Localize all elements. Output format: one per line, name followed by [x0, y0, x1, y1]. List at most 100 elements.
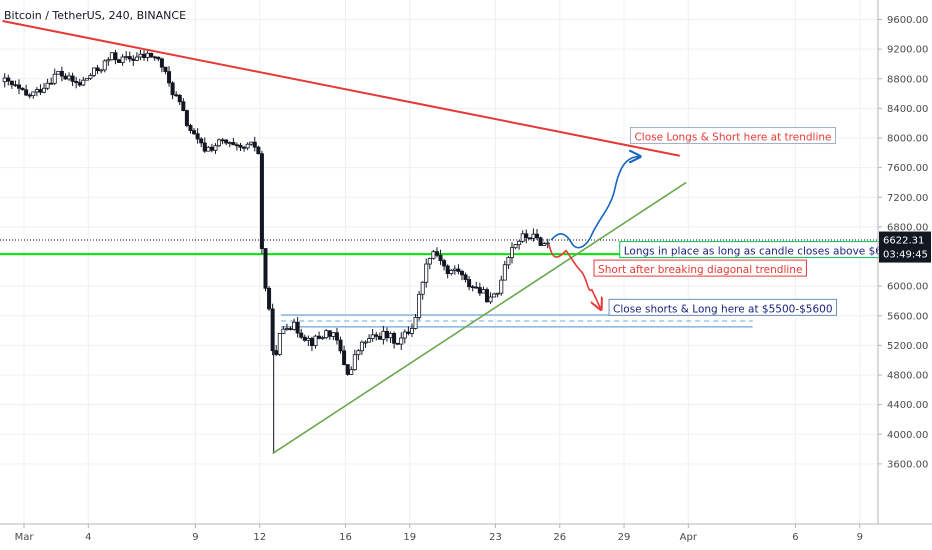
- price-tick-label: 9600.00: [887, 15, 928, 26]
- annotation-close-shorts-box: [608, 298, 838, 316]
- trendlines[interactable]: [2, 20, 687, 455]
- annotation-short-after-break-box: [593, 259, 807, 277]
- price-tick-label: 6800.00: [887, 222, 928, 233]
- candle-body: [284, 328, 289, 330]
- candles: [2, 49, 550, 454]
- candle-body: [88, 75, 93, 79]
- candle-body: [242, 146, 247, 149]
- price-tick-label: 8800.00: [887, 74, 928, 85]
- candle-body: [499, 279, 504, 294]
- candle-body: [484, 289, 489, 303]
- time-tick-label: 4: [85, 532, 91, 543]
- candle-body: [70, 75, 75, 82]
- candle-body: [359, 341, 364, 352]
- annotation-short-after-break-text: Short after breaking diagonal trendline: [598, 264, 802, 276]
- candle-body: [84, 77, 89, 81]
- candle-body: [495, 292, 500, 295]
- candle-body: [77, 82, 82, 86]
- candle-body: [534, 233, 539, 239]
- candle-body: [159, 58, 164, 68]
- candle-body: [109, 52, 114, 61]
- candle-body: [456, 268, 461, 272]
- annotation-close-longs-box: [629, 127, 837, 145]
- candle-body: [145, 52, 150, 58]
- candle-body: [238, 144, 243, 148]
- candle-body: [488, 296, 493, 303]
- candle-body: [274, 350, 279, 355]
- candle-body: [442, 260, 447, 267]
- candle-body: [399, 337, 404, 345]
- candle-body: [20, 87, 25, 91]
- candle-body: [199, 138, 204, 144]
- annotation-longs-in-place: Longs in place as long as candle closes …: [619, 241, 907, 259]
- annotation-close-longs: Close Longs & Short here at trendline: [629, 127, 837, 145]
- candle-body: [402, 331, 407, 339]
- annotation-close-shorts-text: Close shorts & Long here at $5500-$5600: [613, 303, 833, 315]
- candle-body: [492, 293, 497, 298]
- candle-body: [17, 84, 22, 89]
- candle-body: [231, 142, 236, 146]
- candle-body: [120, 56, 125, 63]
- support-zone: [281, 314, 753, 328]
- candle-body: [452, 268, 457, 271]
- price-badge-label: 6622.31: [883, 236, 924, 247]
- price-axis[interactable]: 9600.00 9200.00 8800.00 8400.00 8000.00 7600.…: [877, 0, 928, 524]
- candle-body: [163, 66, 168, 72]
- bullish-projection-arrow: [550, 157, 639, 249]
- time-axis[interactable]: Mar 4 9 12 16 19 23 26 29 Apr 6 9: [0, 523, 932, 543]
- candle-body: [92, 67, 97, 76]
- candle-body: [170, 82, 175, 96]
- candle-body: [424, 263, 429, 283]
- candle-body: [317, 335, 322, 339]
- candle-body: [477, 287, 482, 294]
- time-tick-label: 16: [339, 532, 352, 543]
- candle-body: [299, 332, 304, 338]
- candle-body: [381, 330, 386, 340]
- candle-body: [542, 243, 547, 246]
- candle-body: [481, 289, 486, 294]
- candle-body: [277, 333, 282, 355]
- candle-body: [545, 242, 550, 245]
- candle-body: [220, 139, 225, 142]
- candle-body: [363, 341, 368, 344]
- candle-body: [409, 328, 414, 334]
- candle-body: [467, 279, 472, 288]
- candle-body: [213, 145, 218, 151]
- candle-body: [527, 237, 532, 240]
- candle-body: [127, 56, 132, 60]
- price-tick-label: 7200.00: [887, 193, 928, 204]
- candle-body: [320, 337, 325, 340]
- candle-body: [267, 287, 272, 310]
- candle-body: [449, 269, 454, 274]
- candle-body: [131, 58, 136, 61]
- candle-body: [531, 233, 536, 239]
- candle-body: [324, 330, 329, 339]
- annotation-close-shorts: Close shorts & Long here at $5500-$5600: [608, 298, 838, 316]
- price-tick-label: 8400.00: [887, 104, 928, 115]
- candle-body: [288, 328, 293, 330]
- bearish-projection-arrow: [548, 244, 600, 309]
- candle-body: [174, 94, 179, 97]
- candle-body: [184, 110, 189, 126]
- candle-body: [134, 56, 139, 61]
- candle-body: [188, 125, 193, 131]
- candle-body: [99, 69, 104, 72]
- candle-body: [217, 139, 222, 147]
- candle-body: [113, 52, 118, 61]
- candle-body: [517, 240, 522, 245]
- candle-body: [445, 265, 450, 274]
- candle-body: [306, 337, 311, 341]
- candle-body: [377, 336, 382, 340]
- candle-body: [156, 56, 161, 60]
- candle-body: [270, 308, 275, 352]
- annotations[interactable]: Close Longs & Short here at trendline Lon…: [593, 127, 907, 316]
- candle-body: [506, 257, 511, 266]
- price-tick-label: 4400.00: [887, 400, 928, 411]
- price-tick-label: 7600.00: [887, 163, 928, 174]
- candle-body: [192, 130, 197, 135]
- candle-body: [181, 101, 186, 111]
- candle-body: [470, 286, 475, 289]
- candle-body: [502, 264, 507, 281]
- candle-body: [9, 80, 14, 86]
